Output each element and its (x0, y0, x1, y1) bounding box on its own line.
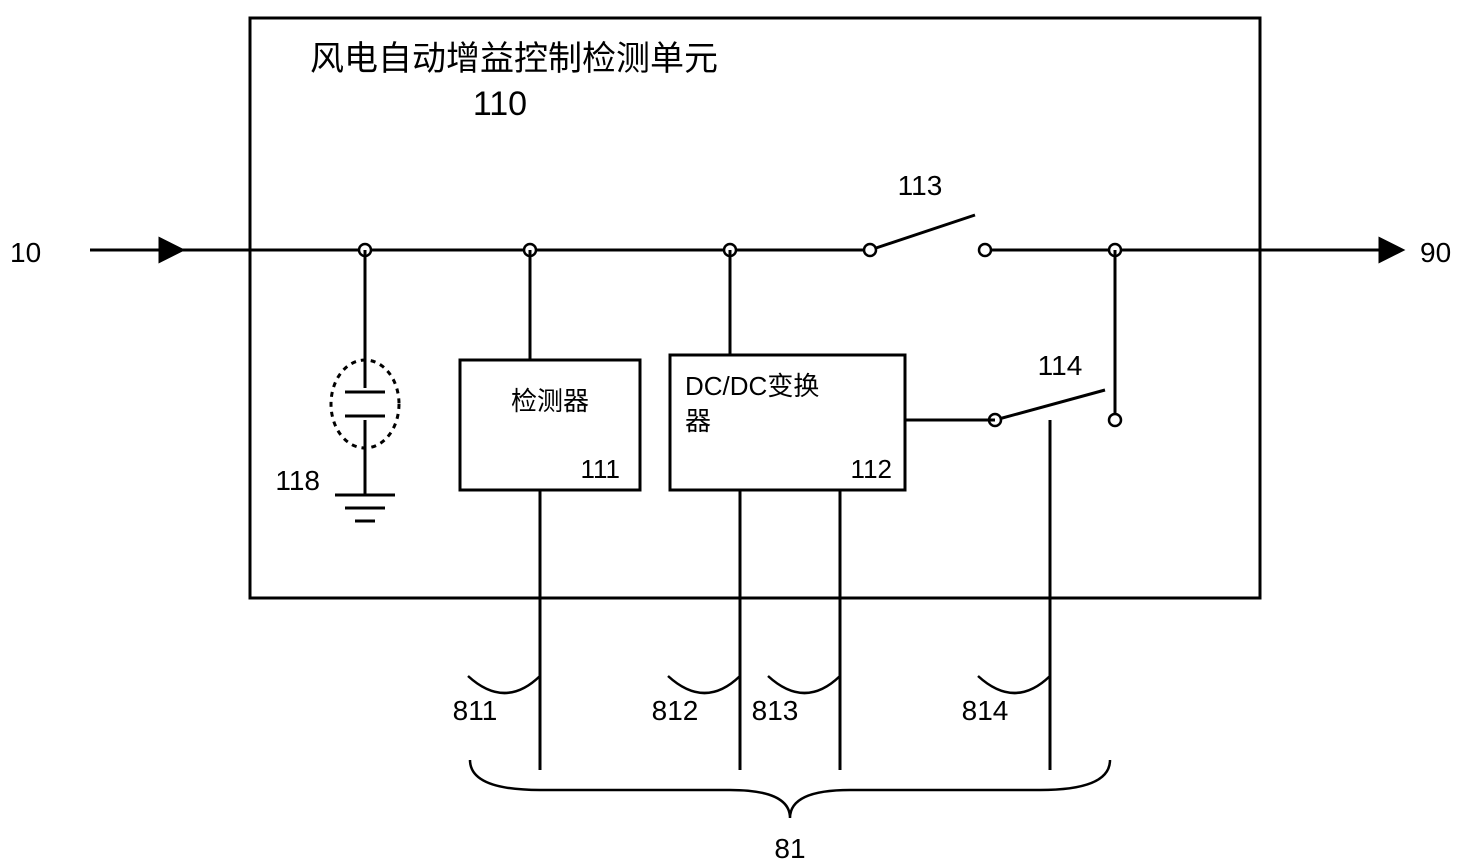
hook-811 (468, 676, 540, 693)
unit-title: 风电自动增益控制检测单元 (310, 40, 718, 78)
bus-label-812: 812 (652, 695, 699, 726)
switch-113-label: 113 (898, 170, 943, 201)
hook-812 (668, 676, 740, 693)
unit-outline (250, 18, 1260, 598)
unit-number: 110 (473, 85, 527, 123)
bus-label-813: 813 (752, 695, 799, 726)
switch-113-arm (870, 215, 975, 250)
detector-label: 检测器 (511, 386, 589, 416)
group-label-81: 81 (774, 833, 805, 864)
hook-814 (978, 676, 1050, 693)
input-label: 10 (10, 237, 41, 268)
bus-label-814: 814 (962, 695, 1009, 726)
dcdc-label-1: DC/DC变换 (685, 371, 819, 401)
node-sw114-r (1109, 414, 1121, 426)
dcdc-label-2: 器 (685, 406, 711, 436)
node-sw113-l (864, 244, 876, 256)
output-label: 90 (1420, 237, 1451, 268)
hook-813 (768, 676, 840, 693)
bus-label-811: 811 (453, 695, 498, 726)
detector-num: 111 (580, 454, 620, 484)
dcdc-num: 112 (851, 454, 892, 484)
switch-114-arm (995, 390, 1105, 420)
cap-label: 118 (275, 465, 320, 496)
node-sw113-r (979, 244, 991, 256)
brace-81 (470, 760, 1110, 818)
switch-114-label: 114 (1038, 350, 1083, 381)
